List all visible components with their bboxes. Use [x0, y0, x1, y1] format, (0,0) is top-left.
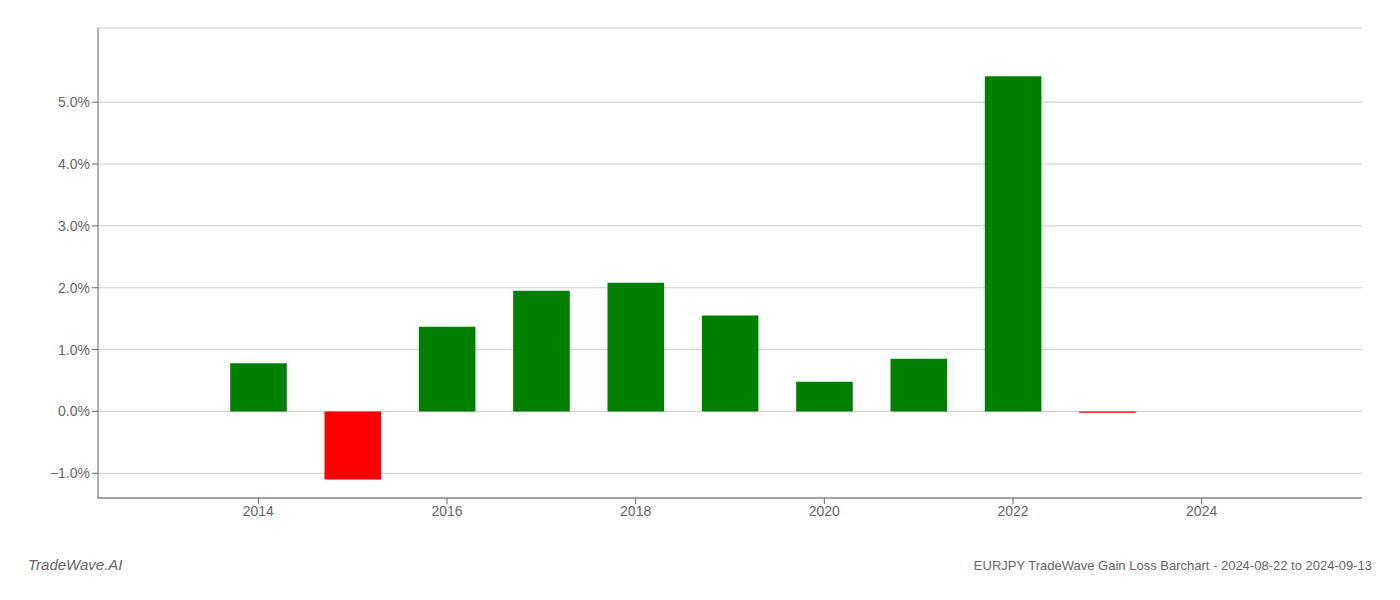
svg-text:3.0%: 3.0% — [58, 218, 90, 234]
html-text:TradeWave.AI: TradeWave.AI — [28, 556, 123, 573]
svg-text:2014: 2014 — [243, 503, 274, 519]
html-text:EURJPY TradeWave Gain Loss Bar: EURJPY TradeWave Gain Loss Barchart - 20… — [973, 558, 1372, 573]
svg-text:2018: 2018 — [620, 503, 651, 519]
svg-text:5.0%: 5.0% — [58, 94, 90, 110]
svg-text:2022: 2022 — [997, 503, 1028, 519]
svg-text:2016: 2016 — [431, 503, 462, 519]
svg-text:2020: 2020 — [809, 503, 840, 519]
svg-text:1.0%: 1.0% — [58, 342, 90, 358]
svg-text:2.0%: 2.0% — [58, 280, 90, 296]
svg-text:0.0%: 0.0% — [58, 403, 90, 419]
svg-text:−1.0%: −1.0% — [50, 465, 90, 481]
svg-text:2024: 2024 — [1186, 503, 1217, 519]
svg-text:4.0%: 4.0% — [58, 156, 90, 172]
